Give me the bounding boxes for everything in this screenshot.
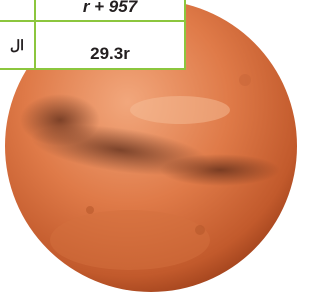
data-table: r + 957 ال 29.3r bbox=[0, 0, 186, 70]
table-row: ال 29.3r bbox=[0, 21, 185, 69]
page: r + 957 ال 29.3r bbox=[0, 0, 301, 293]
table-cell: 29.3r bbox=[35, 21, 185, 69]
table-row: r + 957 bbox=[0, 0, 185, 21]
table-cell: r + 957 bbox=[35, 0, 185, 21]
table-cell: ال bbox=[0, 21, 35, 69]
table-cell bbox=[0, 0, 35, 21]
